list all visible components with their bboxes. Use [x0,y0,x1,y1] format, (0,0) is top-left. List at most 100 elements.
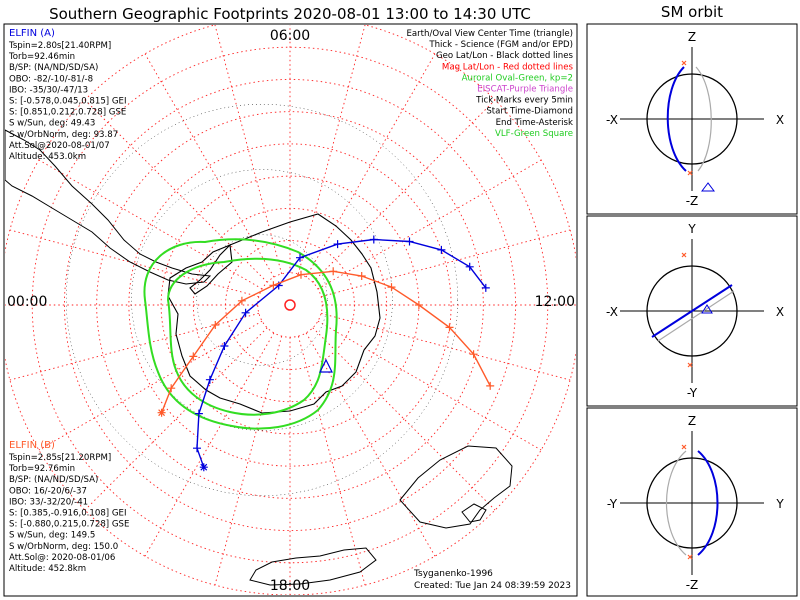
info-line: IBO: 33/-32/20/-41 [9,497,88,507]
sm-orbit-panels: Z -Z -X X Y -Y -X X Z -Z -Y Y [606,30,784,592]
sm-axis-label-bottom: -Z [686,578,699,592]
sm-orbit-b [657,290,735,342]
elfin-a-tick [369,235,378,244]
elfin-b-track [160,270,491,413]
new-zealand-outline [461,503,487,523]
tick-cross [465,262,474,271]
info-line: OBO: 16/-20/6/-37 [9,486,87,496]
legend-entry: End Time-Asterisk [496,118,573,128]
sm-orbit-a [666,66,687,172]
elfin-a-tick [333,240,342,249]
legend: Earth/Oval View Center Time (triangle)Th… [406,29,573,139]
sm-earth-circle [646,73,738,165]
elfin-b-tick [211,321,220,329]
auroral-oval-inner [166,257,329,416]
sm-view-triangle [701,182,715,192]
map-frame [3,23,578,597]
sm-earth-circle [646,457,738,549]
elfin-a-tick [220,342,229,350]
tick-cross [357,272,366,280]
elfin-b-tick [189,352,198,361]
elfin-b-name: ELFIN (B) [9,440,55,451]
elfin-a-tick [194,409,203,418]
tick-cross [297,270,305,279]
mag-lat-ring [63,78,517,532]
info-line: Altitude: 452.8km [9,564,86,574]
info-line: S w/Sun, deg: 149.5 [9,531,95,541]
tick-cross [405,237,414,246]
tick-cross [167,384,176,393]
tick-cross [220,342,229,350]
tick-cross [211,321,220,329]
elfin-b-tick [486,381,495,390]
info-line: S w/OrbNorm, deg: 93.87 [9,130,118,140]
legend-entry: VLF-Green Square [495,129,573,139]
sm-end-marker [687,170,693,176]
sm-orbit-a [651,284,733,338]
tick-cross [333,240,342,249]
tick-cross [486,381,495,390]
tick-cross [481,283,490,292]
sm-axis-label-top: Z [688,30,696,44]
elfin-a-info: ELFIN (A) Tspin=2.80s[21.40RPM]Torb=92.4… [8,28,127,162]
auroral-ovals [143,238,338,430]
sm-end-marker [687,554,693,560]
sm-orbit-title: SM orbit [661,3,723,21]
mag-lat-ring [128,143,452,467]
elfin-a-tick [465,262,474,271]
elfin-b-tick [445,323,454,332]
elfin-a-tick [296,253,304,262]
legend-entry: Mag Lat/Lon - Red dotted lines [442,62,574,72]
geo-grid [66,104,458,496]
info-line: Att.Sol@2020-08-01/07 [9,141,110,151]
tick-cross [241,308,250,317]
legend-entry: Geo Lat/Lon - Black dotted lines [436,51,574,61]
elfin-b-tick [329,267,338,276]
tick-cross [437,245,446,254]
geo-lat-ring [131,169,393,431]
tick-cross [296,253,304,262]
elfin-a-tick [437,245,446,254]
tick-cross [269,281,278,290]
view-center-triangle [319,358,333,373]
sm-view-triangle [701,304,713,314]
australia-outline [399,445,513,529]
elfin-b-tick [157,408,166,417]
info-line: Tspin=2.80s[21.40RPM] [8,41,111,51]
tick-cross [237,296,246,305]
sm-orbit-a [697,450,719,556]
tick-cross [469,350,478,359]
created-timestamp: Created: Tue Jan 24 08:39:59 2023 [414,581,571,591]
sm-axis-label-top: Y [687,222,696,236]
info-line: S: [-0.880,0.215,0.728] GSE [9,520,129,530]
polar-map: 06:00 00:00 12:00 18:00 [5,25,576,595]
elfin-a-track [196,238,487,468]
sm-axis-label-right: X [776,305,784,319]
sm-earth-circle [646,265,738,357]
tick-cross [205,375,214,384]
elfin-a-tick [193,444,201,453]
info-line: Tspin=2.85s[21.20RPM] [8,453,111,463]
sm-axis-label-left: -X [606,113,618,127]
legend-entry: Earth/Oval View Center Time (triangle) [406,29,573,39]
tick-cross [329,267,338,276]
sm-panel-xz-frame [586,23,798,215]
sm-start-marker [681,252,687,258]
legend-entry: Tick Marks every 5min [475,96,573,106]
tick-cross [387,283,396,292]
sm-start-marker [681,444,687,450]
sm-orbit-b [695,66,712,172]
sm-panel: Z -Z -Y Y [607,414,784,592]
hour-label-right: 12:00 [535,294,575,310]
info-line: S w/OrbNorm, deg: 150.0 [9,542,118,552]
geo-lat-ring [66,104,458,496]
sm-axis-label-left: -X [606,305,618,319]
model-credit: Tsyganenko-1996 [413,569,493,579]
sm-axis-label-left: -Y [607,497,618,511]
end-asterisk [157,408,166,417]
elfin-a-tick [405,237,414,246]
sm-start-marker [681,60,687,66]
mag-pole-marker [284,299,296,311]
elfin-b-tick [357,272,366,280]
